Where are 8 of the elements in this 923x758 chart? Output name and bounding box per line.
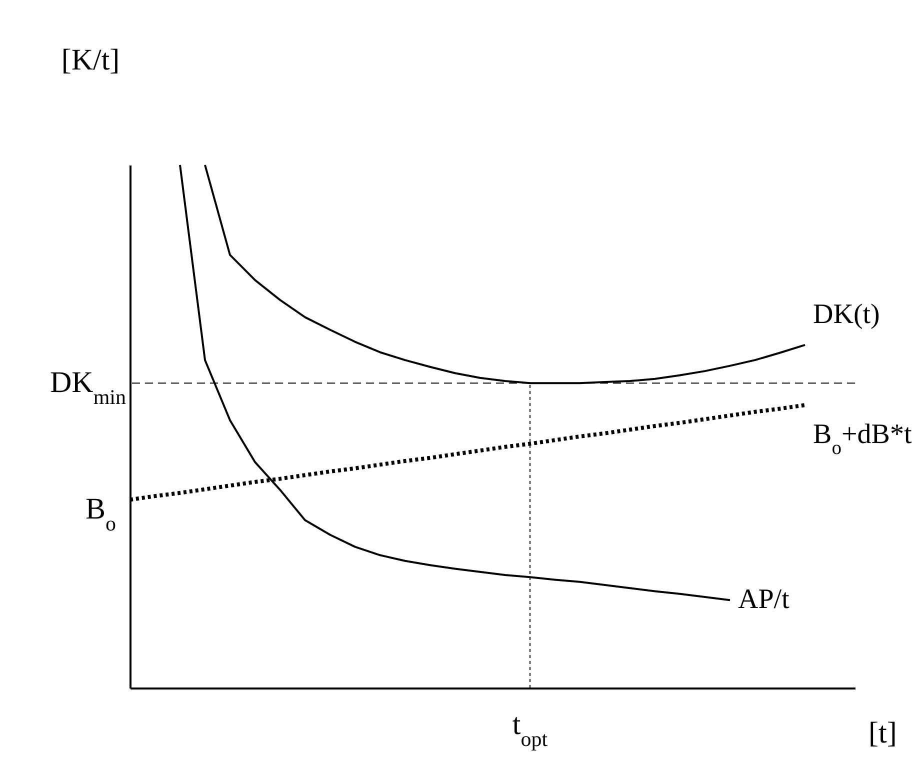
ref-line-label: DK$_{min}$	[50, 366, 126, 410]
text: B$_{o}$	[85, 492, 116, 536]
x-axis-title: [t]	[868, 716, 897, 750]
y-axis-title: [K/t]	[61, 44, 120, 76]
series-label: B$_{o}$+dB*t	[813, 419, 912, 459]
series-label: AP/t	[738, 584, 790, 616]
series-label: DK(t)	[813, 298, 880, 330]
annotation: t$_{opt}$	[512, 708, 548, 751]
